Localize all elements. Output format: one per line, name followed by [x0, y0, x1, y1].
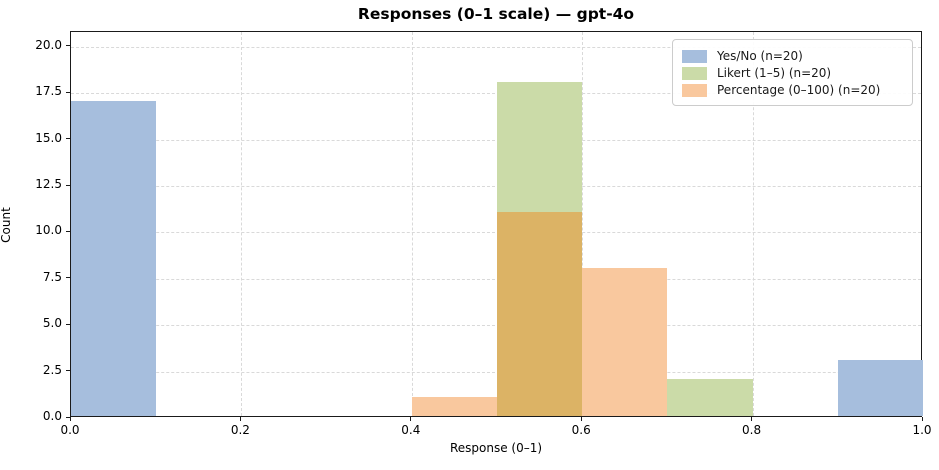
y-tick	[66, 45, 70, 47]
x-gridline	[752, 32, 754, 416]
x-tick-label: 0.2	[230, 423, 250, 437]
y-tick-label: 7.5	[42, 269, 62, 284]
y-gridline	[71, 371, 921, 373]
y-tick	[66, 370, 70, 372]
y-tick-label: 15.0	[35, 130, 62, 145]
histogram-bar-series-0	[837, 360, 923, 416]
histogram-bar-series-0	[71, 100, 157, 416]
chart-title: Responses (0–1 scale) — gpt-4o	[357, 5, 635, 23]
x-tick-label: 1.0	[912, 423, 932, 437]
y-tick-label: 12.5	[35, 177, 62, 192]
y-gridline	[71, 46, 921, 48]
legend-item: Yes/No (n=20)	[682, 48, 903, 64]
x-tick	[239, 417, 241, 421]
y-tick	[66, 184, 70, 186]
x-gridline	[582, 32, 584, 416]
legend-swatch	[682, 49, 707, 63]
x-tick-label: 0.6	[571, 423, 591, 437]
y-tick	[66, 277, 70, 279]
histogram-bar-overlap	[497, 211, 583, 416]
x-tick	[751, 417, 753, 421]
x-tick	[580, 417, 582, 421]
legend: Yes/No (n=20) Likert (1–5) (n=20) Percenta…	[672, 39, 913, 106]
x-tick-label: 0.4	[401, 423, 421, 437]
histogram-bar-series-2	[582, 267, 668, 416]
legend-label: Percentage (0–100) (n=20)	[717, 83, 881, 97]
y-axis-label: Count	[0, 207, 13, 243]
y-tick-label: 2.5	[42, 362, 62, 377]
legend-swatch	[682, 66, 707, 80]
legend-label: Yes/No (n=20)	[717, 49, 803, 63]
y-tick	[66, 416, 70, 418]
y-tick-label: 17.5	[35, 84, 62, 99]
y-tick-label: 0.0	[42, 409, 62, 423]
y-tick	[66, 138, 70, 140]
y-gridline	[71, 278, 921, 280]
y-tick	[66, 323, 70, 325]
y-tick-label: 20.0	[35, 37, 62, 52]
histogram-bar-series-2	[411, 397, 497, 416]
y-gridline	[71, 139, 921, 141]
x-tick	[410, 417, 412, 421]
x-gridline	[241, 32, 243, 416]
x-axis-label: Response (0–1)	[449, 441, 543, 455]
x-tick-label: 0.0	[60, 423, 80, 437]
y-gridline	[71, 93, 921, 95]
legend-item: Percentage (0–100) (n=20)	[682, 82, 903, 98]
histogram-bar-series-1	[667, 378, 753, 416]
y-gridline	[71, 232, 921, 234]
x-tick-label: 0.8	[742, 423, 762, 437]
y-tick-label: 10.0	[35, 223, 62, 238]
x-tick	[69, 417, 71, 421]
y-gridline	[71, 325, 921, 327]
y-tick-label: 5.0	[42, 316, 62, 331]
legend-swatch	[682, 83, 707, 97]
y-gridline	[71, 186, 921, 188]
x-gridline	[411, 32, 413, 416]
x-tick	[921, 417, 923, 421]
legend-label: Likert (1–5) (n=20)	[717, 66, 832, 80]
y-tick	[66, 230, 70, 232]
legend-item: Likert (1–5) (n=20)	[682, 65, 903, 81]
y-tick	[66, 91, 70, 93]
